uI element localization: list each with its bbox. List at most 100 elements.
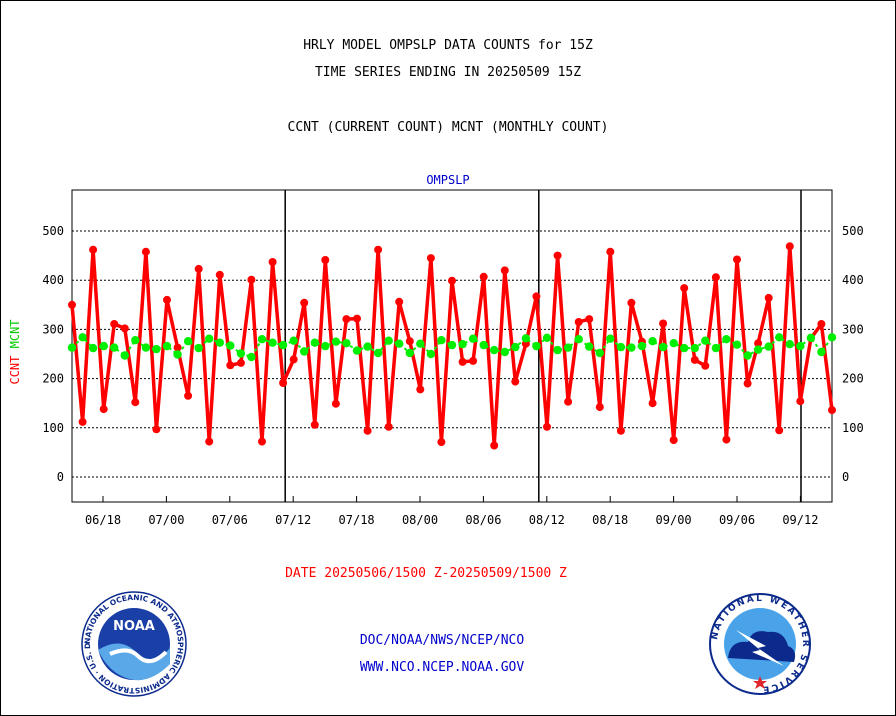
- data-point-ccnt: [289, 355, 298, 364]
- data-point-mcnt: [521, 334, 531, 343]
- data-point-mcnt: [542, 333, 552, 342]
- data-point-mcnt: [574, 335, 583, 344]
- data-point-ccnt: [764, 293, 773, 302]
- y-tick-label-left: 200: [42, 372, 64, 386]
- data-point-ccnt: [68, 300, 76, 309]
- y-tick-label-right: 400: [842, 273, 864, 287]
- y-tick-label-left: 100: [42, 421, 64, 435]
- x-tick-label: 07/00: [148, 513, 184, 527]
- data-point-ccnt: [585, 315, 594, 324]
- data-point-mcnt: [152, 344, 161, 354]
- data-point-ccnt: [131, 398, 140, 407]
- y-tick-label-left: 0: [57, 470, 64, 484]
- data-point-ccnt: [437, 438, 446, 447]
- data-point-mcnt: [331, 337, 341, 346]
- data-point-ccnt: [353, 314, 361, 323]
- data-point-ccnt: [500, 266, 509, 275]
- data-point-mcnt: [352, 346, 362, 355]
- data-point-mcnt: [321, 341, 330, 351]
- x-tick-label: 09/12: [782, 513, 818, 527]
- data-point-ccnt: [511, 377, 520, 386]
- data-point-ccnt: [152, 425, 161, 434]
- chart-title-line2: TIME SERIES ENDING IN 20250509 15Z: [314, 65, 582, 80]
- data-point-mcnt: [215, 338, 224, 347]
- data-point-mcnt: [753, 345, 763, 354]
- data-point-ccnt: [711, 273, 720, 282]
- data-point-mcnt: [173, 350, 182, 359]
- data-point-mcnt: [426, 349, 436, 359]
- data-point-ccnt: [331, 399, 340, 408]
- data-point-mcnt: [658, 342, 668, 352]
- data-point-ccnt: [405, 337, 414, 346]
- data-point-mcnt: [701, 336, 710, 345]
- data-point-mcnt: [257, 335, 267, 344]
- data-point-ccnt: [215, 270, 224, 279]
- data-point-ccnt: [310, 420, 319, 429]
- data-point-mcnt: [236, 349, 246, 358]
- data-point-ccnt: [796, 397, 805, 406]
- data-point-mcnt: [637, 341, 647, 351]
- data-point-mcnt: [342, 339, 351, 348]
- data-point-ccnt: [733, 255, 741, 264]
- nws-logo: NATIONAL WEATHER SERVICE: [709, 593, 811, 695]
- data-point-mcnt: [817, 347, 826, 357]
- data-point-ccnt: [479, 272, 488, 281]
- data-point-ccnt: [616, 426, 625, 435]
- data-point-ccnt: [817, 320, 826, 328]
- x-tick-label: 09/00: [656, 513, 692, 527]
- data-point-mcnt: [532, 341, 541, 351]
- data-point-ccnt: [659, 319, 668, 328]
- website-label: WWW.NCO.NCEP.NOAA.GOV: [359, 660, 525, 675]
- y-axis-label-ccnt: CCNT: [8, 356, 22, 385]
- data-point-mcnt: [806, 333, 816, 342]
- x-tick-label: 08/00: [402, 513, 438, 527]
- data-point-mcnt: [88, 343, 98, 353]
- data-point-ccnt: [205, 437, 214, 446]
- data-point-mcnt: [278, 340, 288, 350]
- data-point-mcnt: [690, 343, 699, 353]
- data-point-mcnt: [373, 348, 383, 358]
- data-point-ccnt: [543, 422, 551, 431]
- org-label: DOC/NOAA/NWS/NCEP/NCO: [359, 633, 525, 648]
- data-point-ccnt: [194, 264, 203, 273]
- data-point-ccnt: [184, 391, 193, 400]
- data-point-mcnt: [490, 345, 499, 355]
- data-point-mcnt: [785, 340, 794, 349]
- data-point-ccnt: [532, 292, 541, 301]
- data-point-mcnt: [67, 343, 77, 352]
- x-tick-label: 07/18: [339, 513, 375, 527]
- data-point-mcnt: [732, 340, 742, 349]
- data-point-mcnt: [289, 336, 298, 345]
- x-tick-label: 08/12: [529, 513, 565, 527]
- data-point-mcnt: [743, 351, 752, 360]
- data-point-ccnt: [226, 361, 235, 370]
- data-point-ccnt: [469, 356, 478, 365]
- y-tick-label-left: 500: [42, 224, 64, 238]
- data-point-mcnt: [384, 336, 393, 345]
- x-tick-label: 08/06: [465, 513, 501, 527]
- data-point-mcnt: [194, 343, 203, 353]
- x-tick-label: 08/18: [592, 513, 628, 527]
- y-tick-label-right: 300: [842, 322, 864, 336]
- data-point-ccnt: [363, 426, 372, 435]
- data-point-ccnt: [648, 399, 657, 408]
- data-point-ccnt: [564, 397, 573, 406]
- data-point-mcnt: [827, 333, 837, 342]
- data-point-mcnt: [437, 336, 446, 345]
- chart-subtitle: OMPSLP: [426, 173, 469, 187]
- data-point-mcnt: [627, 343, 636, 352]
- noaa-logo-text: NOAA: [113, 619, 155, 634]
- data-point-ccnt: [458, 357, 467, 366]
- data-point-ccnt: [99, 405, 108, 414]
- data-point-mcnt: [363, 342, 372, 351]
- data-point-ccnt: [78, 417, 87, 426]
- data-point-ccnt: [89, 245, 98, 254]
- data-point-ccnt: [300, 298, 309, 307]
- data-point-ccnt: [236, 358, 245, 367]
- data-point-mcnt: [162, 341, 172, 351]
- data-point-mcnt: [268, 338, 277, 347]
- data-point-ccnt: [342, 315, 351, 324]
- data-point-mcnt: [511, 342, 520, 352]
- data-point-ccnt: [722, 435, 731, 444]
